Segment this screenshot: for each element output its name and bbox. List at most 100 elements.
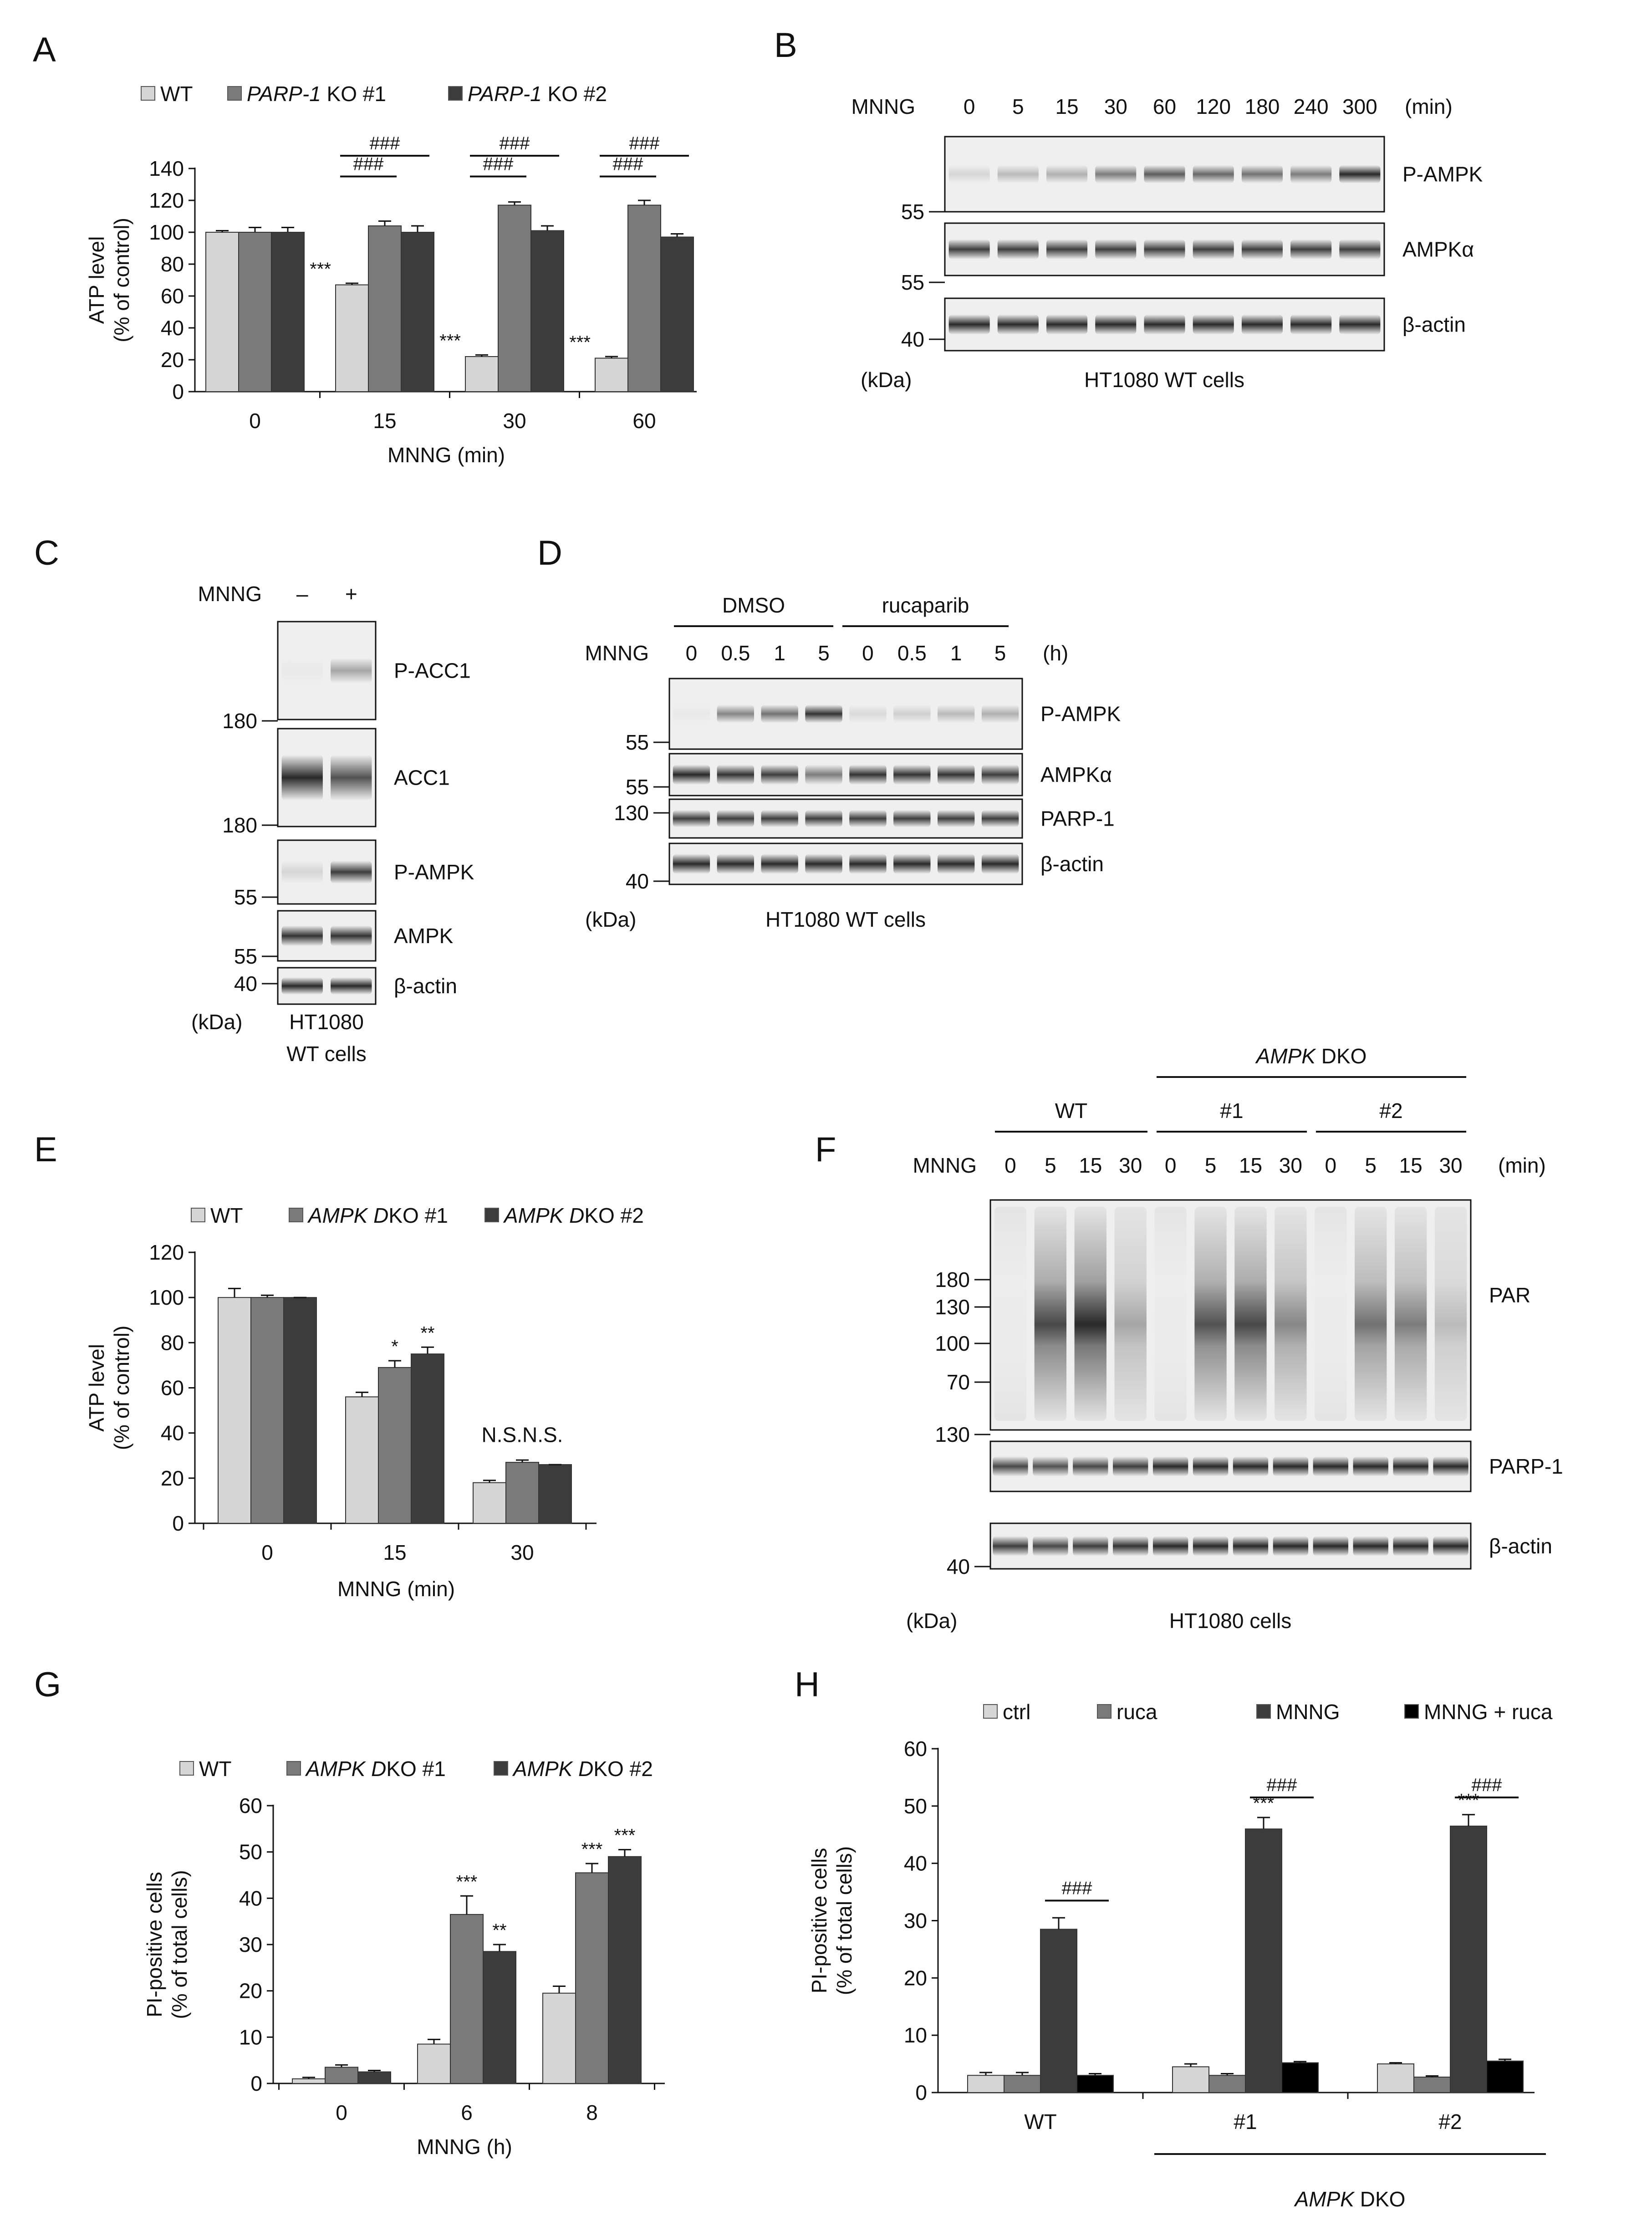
blot-band <box>717 765 754 785</box>
legend-label: AMPK DKO #2 <box>512 1757 653 1781</box>
bar <box>1486 2060 1524 2093</box>
lane-label: 0 <box>862 641 874 665</box>
blot-caption: HT1080 cells <box>1169 1609 1291 1633</box>
chart-e: WT AMPK DKO #1 AMPK DKO #2020406080100120A… <box>85 1204 644 1601</box>
blot-band <box>281 755 323 801</box>
lane-label: 0 <box>686 641 698 665</box>
blot-band <box>893 765 931 785</box>
significance-stars: ** <box>420 1323 434 1343</box>
lane-label: 120 <box>1196 95 1231 118</box>
legend-label: WT <box>160 82 193 106</box>
bar <box>1076 2075 1114 2093</box>
legend-label-italic: PARP-1 <box>468 82 542 106</box>
blot-band <box>1339 165 1381 184</box>
bar <box>1004 2075 1041 2093</box>
blot-band <box>1033 1536 1068 1556</box>
bar <box>368 225 402 392</box>
protein-label: β-actin <box>1040 852 1104 876</box>
lane-label: 180 <box>1245 95 1280 118</box>
blot-band <box>805 810 842 827</box>
bar <box>465 356 499 392</box>
panel-label-f: F <box>815 1130 836 1169</box>
blot-band <box>281 861 323 883</box>
bar <box>1450 1825 1487 2093</box>
top-group-rest: DKO <box>1315 1044 1366 1068</box>
y-tick-label: 100 <box>149 220 184 244</box>
bar <box>250 1297 284 1524</box>
blot-caption-line1: HT1080 <box>289 1010 364 1034</box>
group-label: rucaparib <box>882 593 969 617</box>
lane-label: 15 <box>1079 1154 1102 1177</box>
blot-band <box>1339 239 1381 260</box>
legend-label-prefix: WT <box>199 1757 232 1781</box>
protein-label: AMPK <box>394 924 454 948</box>
x-tick-label: 15 <box>383 1541 406 1564</box>
panel-label-a: A <box>33 31 56 69</box>
blot-band <box>1046 239 1088 260</box>
blot-c: MNNG – + P-ACC1 180 ACC1 180 P-AMPK 55 AMPK 55 β-ac… <box>191 582 474 1066</box>
bar <box>505 1462 539 1524</box>
lane-label: 30 <box>1279 1154 1302 1177</box>
blot-band <box>938 704 975 723</box>
blot-band <box>938 854 975 874</box>
blot-band <box>997 314 1039 335</box>
legend-label-suffix: KO #1 <box>388 1204 448 1227</box>
legend-label-suffix: KO #2 <box>542 82 607 106</box>
bar <box>538 1464 572 1524</box>
bar <box>542 1992 576 2084</box>
bar <box>595 357 628 392</box>
legend-swatch <box>286 1761 301 1776</box>
lane-label: 30 <box>1119 1154 1142 1177</box>
y-axis-label-line2: (% of control) <box>110 1326 133 1450</box>
marker-label: 130 <box>935 1423 970 1446</box>
marker-label: 130 <box>935 1295 970 1319</box>
x-tick-label: 30 <box>510 1541 534 1564</box>
treatment-label: MNNG <box>913 1154 977 1177</box>
y-tick-label: 60 <box>904 1737 927 1761</box>
unit-label: (h) <box>1043 641 1068 665</box>
bar <box>1413 2077 1451 2093</box>
comparison-hash: ### <box>353 154 384 174</box>
x-axis-label: MNNG (h) <box>417 2135 512 2159</box>
panel-label-b: B <box>774 26 797 65</box>
bar <box>1377 2063 1414 2093</box>
y-tick-label: 40 <box>904 1852 927 1875</box>
protein-label: PARP-1 <box>1040 807 1115 831</box>
y-tick-label: 0 <box>250 2072 262 2095</box>
legend-label-italic: AMPK D <box>307 1204 388 1227</box>
lane-label: 0 <box>1004 1154 1016 1177</box>
blot-band <box>981 765 1019 785</box>
y-tick-label: 0 <box>915 2081 927 2104</box>
x-tick-label: 60 <box>632 409 656 433</box>
blot-band <box>1095 314 1137 335</box>
group-label: AMPK DKO <box>1294 2187 1406 2211</box>
bar <box>1281 2062 1319 2093</box>
lane-label: – <box>296 582 308 606</box>
blot-band <box>281 925 323 946</box>
blot-band <box>1073 1536 1108 1556</box>
blot-band <box>938 810 975 827</box>
legend-swatch <box>289 1208 303 1222</box>
y-tick-label: 0 <box>172 1511 184 1535</box>
x-tick-label: #1 <box>1234 2110 1257 2134</box>
legend-label-italic: AMPK D <box>512 1757 593 1781</box>
kda-label: (kDa) <box>191 1010 242 1034</box>
legend-swatch <box>494 1761 508 1776</box>
treatment-label: MNNG <box>198 582 262 606</box>
blot-band <box>673 765 710 785</box>
significance-stars: *** <box>1458 1791 1479 1811</box>
blot-band <box>1033 1456 1068 1476</box>
blot-band <box>1339 314 1381 335</box>
blot-band <box>1113 1456 1148 1476</box>
y-tick-label: 30 <box>239 1933 262 1956</box>
blot-band <box>1241 314 1283 335</box>
blot-band <box>331 977 372 995</box>
blot-band <box>805 704 842 723</box>
y-tick-label: 20 <box>161 1466 184 1490</box>
panel-label-c: C <box>34 534 59 572</box>
legend-swatch <box>227 86 242 101</box>
bar <box>271 232 305 392</box>
lane-label: 30 <box>1439 1154 1462 1177</box>
legend-label-suffix: KO #1 <box>386 1757 445 1781</box>
blot-band <box>1193 1456 1229 1476</box>
